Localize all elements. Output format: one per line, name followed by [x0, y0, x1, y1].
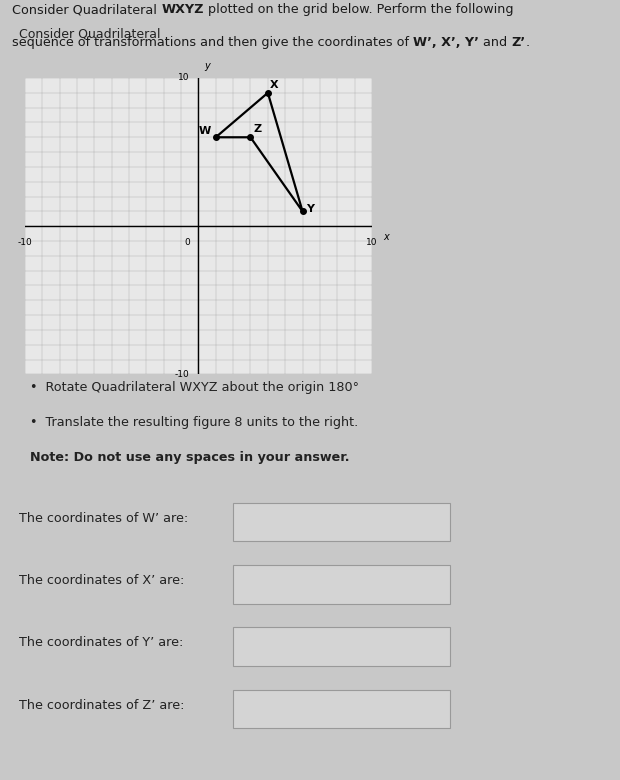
FancyBboxPatch shape: [232, 502, 450, 541]
Text: WXYZ: WXYZ: [161, 3, 204, 16]
Text: .: .: [526, 36, 529, 49]
Text: -10: -10: [175, 370, 190, 379]
Text: The coordinates of Y’ are:: The coordinates of Y’ are:: [19, 636, 183, 650]
Text: plotted on the grid below. Perform the following: plotted on the grid below. Perform the f…: [204, 3, 513, 16]
Text: sequence of transformations and then give the coordinates of: sequence of transformations and then giv…: [12, 36, 414, 49]
Text: Consider Quadrilateral: Consider Quadrilateral: [19, 27, 164, 41]
Text: •  Translate the resulting figure 8 units to the right.: • Translate the resulting figure 8 units…: [30, 416, 358, 428]
Text: The coordinates of W’ are:: The coordinates of W’ are:: [19, 512, 188, 525]
Text: and: and: [479, 36, 511, 49]
Text: Y: Y: [306, 204, 314, 215]
Text: x: x: [383, 232, 389, 242]
Text: 10: 10: [366, 238, 378, 247]
Text: The coordinates of Z’ are:: The coordinates of Z’ are:: [19, 699, 184, 712]
Text: -10: -10: [17, 238, 32, 247]
Text: •  Rotate Quadrilateral WXYZ about the origin 180°: • Rotate Quadrilateral WXYZ about the or…: [30, 381, 360, 394]
Text: Note: Do not use any spaces in your answer.: Note: Do not use any spaces in your answ…: [30, 451, 350, 464]
Text: The coordinates of X’ are:: The coordinates of X’ are:: [19, 574, 184, 587]
FancyBboxPatch shape: [232, 565, 450, 604]
Text: W’, X’, Y’: W’, X’, Y’: [414, 36, 479, 49]
FancyBboxPatch shape: [232, 627, 450, 666]
Text: Z: Z: [254, 124, 262, 134]
Text: 10: 10: [178, 73, 190, 83]
Text: Z’: Z’: [512, 36, 526, 49]
Text: W: W: [198, 126, 211, 136]
Text: X: X: [270, 80, 278, 90]
Text: 0: 0: [184, 238, 190, 247]
Text: Consider Quadrilateral: Consider Quadrilateral: [12, 3, 161, 16]
FancyBboxPatch shape: [232, 690, 450, 729]
Text: y: y: [204, 61, 210, 71]
